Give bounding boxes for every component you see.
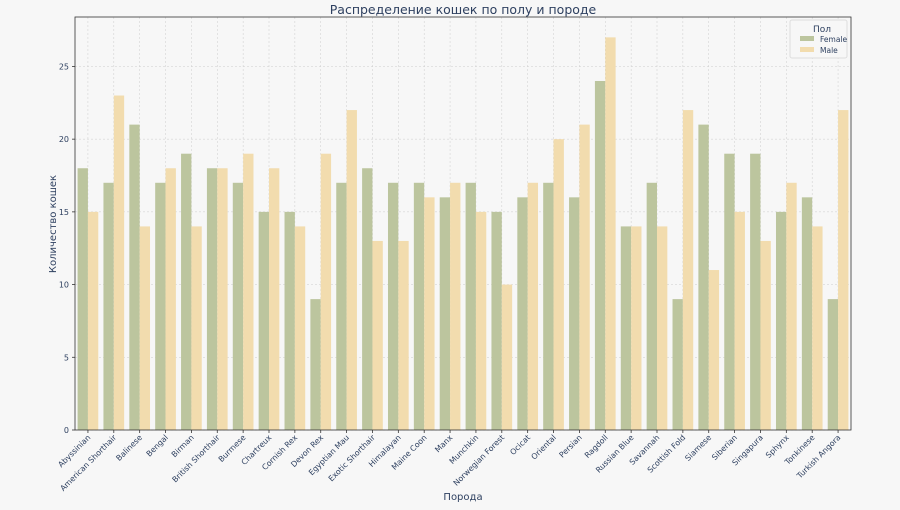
bar-female [672, 299, 683, 430]
bar-male [113, 95, 125, 430]
y-ticks: 0 5 10 15 20 25 [59, 62, 75, 435]
bar-male [165, 168, 176, 430]
x-tick-label: Persian [557, 433, 583, 459]
bar-male [450, 182, 461, 430]
bar-male [191, 226, 202, 430]
bar-female [103, 182, 114, 430]
chart-title: Распределение кошек по полу и породе [330, 2, 597, 17]
bar-female [77, 168, 88, 430]
bar-female [517, 197, 528, 430]
bar-male [139, 226, 151, 430]
legend-swatch-male [800, 47, 814, 52]
bar-male [605, 37, 616, 430]
bar-female [129, 124, 140, 431]
bar-male [657, 226, 668, 430]
legend: Пол Female Male [789, 19, 848, 59]
y-tick-label: 0 [64, 426, 69, 435]
bar-male [501, 284, 513, 430]
bar-male [87, 211, 99, 430]
y-tick-label: 20 [59, 135, 69, 144]
bar-male [786, 182, 797, 430]
plot-frame [74, 16, 852, 431]
bar-male [217, 168, 228, 430]
bar-female [594, 80, 606, 431]
bar-male [243, 153, 254, 430]
bar-female [620, 226, 632, 430]
x-tick-label: Siamese [683, 433, 713, 463]
legend-label-male: Male [820, 46, 838, 55]
bar-female [465, 182, 476, 430]
x-tick-label: Turkish Angora [794, 433, 842, 481]
bar-female [724, 153, 735, 430]
bar-female [284, 211, 295, 430]
bar-female [439, 197, 451, 430]
bar-female [310, 299, 321, 430]
bar-female [232, 182, 244, 430]
bar-female [801, 197, 813, 430]
x-tick-label: Balinese [114, 433, 144, 463]
bar-male [579, 124, 590, 431]
bar-male [475, 211, 487, 430]
bar-female [413, 182, 425, 430]
bar-male [372, 240, 383, 430]
y-tick-label: 5 [64, 353, 69, 362]
x-tick-label: Norwegian Forest [452, 433, 507, 488]
bars [77, 37, 849, 431]
y-tick-label: 15 [59, 208, 69, 217]
bar-female [543, 182, 554, 430]
legend-swatch-female [800, 36, 814, 41]
bar-male [294, 226, 306, 430]
bar-female [750, 153, 761, 430]
bar-male [269, 168, 280, 430]
bar-female [569, 197, 580, 430]
bar-male [553, 139, 564, 431]
bar-female [827, 299, 839, 430]
x-tick-label: British Shorthair [170, 432, 222, 484]
bar-male [734, 211, 745, 430]
bar-male [346, 110, 357, 430]
x-tick-label: Exotic Shorthair [327, 432, 378, 483]
bar-female [258, 211, 269, 430]
bar-male [708, 270, 720, 430]
legend-label-female: Female [820, 35, 848, 44]
bar-male [527, 182, 539, 430]
legend-title: Пол [813, 25, 831, 35]
bar-female [646, 182, 657, 430]
y-tick-label: 10 [59, 281, 69, 290]
y-axis-label: Количество кошек [48, 175, 59, 273]
bar-female [387, 182, 399, 430]
x-tick-label: Oriental [529, 433, 557, 461]
bar-male [682, 110, 694, 430]
bar-male [760, 240, 771, 430]
bar-female [336, 182, 347, 430]
x-tick-label: Bengal [145, 433, 170, 458]
bar-male [320, 153, 332, 430]
bar-female [206, 168, 218, 430]
bar-male [812, 226, 823, 430]
x-tick-label: Manx [433, 433, 455, 455]
bar-female [155, 182, 166, 430]
bar-female [491, 211, 502, 430]
x-tick-label: Ocicat [508, 433, 532, 457]
bar-female [775, 211, 787, 430]
bar-female [362, 168, 373, 430]
bar-male [398, 240, 409, 430]
bar-female [181, 153, 192, 430]
bar-male [838, 110, 849, 430]
x-axis-label: Порода [443, 492, 482, 503]
bar-female [698, 124, 709, 431]
y-tick-label: 25 [59, 62, 69, 71]
bar-male [424, 197, 435, 430]
bar-male [631, 226, 642, 430]
